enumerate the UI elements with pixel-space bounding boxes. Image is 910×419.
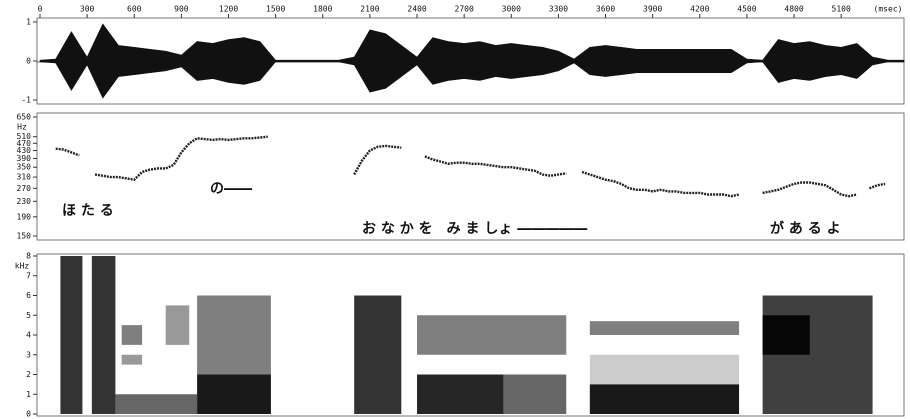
x-tick-label: 3600 <box>596 5 615 14</box>
y-axis-label: Hz <box>17 123 27 132</box>
spectral-region <box>92 256 116 414</box>
pitch-contour <box>56 137 885 197</box>
y-tick-label: 6 <box>26 291 31 300</box>
x-tick-label: 0 <box>38 5 43 14</box>
x-tick-label: 3900 <box>643 5 662 14</box>
x-tick-label: 3300 <box>549 5 568 14</box>
spectral-region <box>590 355 739 385</box>
speech-analysis-figure: 0300600900120015001800210024002700300033… <box>0 0 910 419</box>
annotation: ほ た る <box>62 203 114 219</box>
y-tick-label: 3 <box>26 350 31 359</box>
x-tick-label: 1500 <box>266 5 285 14</box>
x-axis-label: (msec) <box>874 5 903 14</box>
y-axis-label: kHz <box>15 262 30 271</box>
y-tick-label: 5 <box>26 311 31 320</box>
y-tick-label: -1 <box>21 96 31 105</box>
spectral-region <box>197 296 271 375</box>
y-tick-label: 190 <box>17 212 32 221</box>
waveform <box>40 24 904 98</box>
y-tick-label: 1 <box>26 17 31 26</box>
x-tick-label: 4800 <box>784 5 803 14</box>
x-tick-label: 1200 <box>219 5 238 14</box>
y-tick-label: 8 <box>26 252 31 261</box>
spectral-region <box>590 321 739 335</box>
x-tick-label: 600 <box>127 5 142 14</box>
x-tick-label: 4500 <box>737 5 756 14</box>
y-tick-label: 2 <box>26 370 31 379</box>
y-tick-label: 0 <box>26 57 31 66</box>
spectral-region <box>60 256 82 414</box>
y-tick-label: 230 <box>17 197 32 206</box>
annotation: が あ る よ <box>770 220 841 237</box>
spectral-region <box>115 394 197 414</box>
y-tick-label: 0 <box>26 410 31 419</box>
annotation: お な か を み ま しょ ――――― <box>362 221 587 237</box>
x-tick-label: 900 <box>174 5 189 14</box>
annotation: の―― <box>210 181 252 197</box>
y-tick-label: 150 <box>17 232 32 241</box>
y-tick-label: 310 <box>17 173 32 182</box>
spectral-region <box>197 375 271 415</box>
x-tick-label: 2400 <box>407 5 426 14</box>
spectral-region <box>417 375 503 415</box>
spectral-region <box>417 315 566 355</box>
spectral-region <box>763 315 810 355</box>
y-tick-label: 270 <box>17 184 32 193</box>
y-tick-label: 390 <box>17 154 32 163</box>
spectral-region <box>354 296 401 415</box>
x-tick-label: 300 <box>80 5 95 14</box>
y-tick-label: 350 <box>17 163 32 172</box>
y-tick-label: 1 <box>26 390 31 399</box>
y-tick-label: 4 <box>26 331 31 340</box>
x-tick-label: 1800 <box>313 5 332 14</box>
spectral-region <box>590 384 739 414</box>
y-tick-label: 510 <box>17 132 32 141</box>
spectral-region <box>503 375 566 415</box>
x-tick-label: 5100 <box>832 5 851 14</box>
x-tick-label: 3000 <box>502 5 521 14</box>
y-tick-label: 7 <box>26 271 31 280</box>
y-tick-label: 650 <box>17 113 32 122</box>
spectral-region <box>122 325 142 345</box>
x-tick-label: 4200 <box>690 5 709 14</box>
x-tick-label: 2100 <box>360 5 379 14</box>
spectral-region <box>166 305 190 345</box>
x-tick-label: 2700 <box>455 5 474 14</box>
spectral-region <box>122 355 142 365</box>
